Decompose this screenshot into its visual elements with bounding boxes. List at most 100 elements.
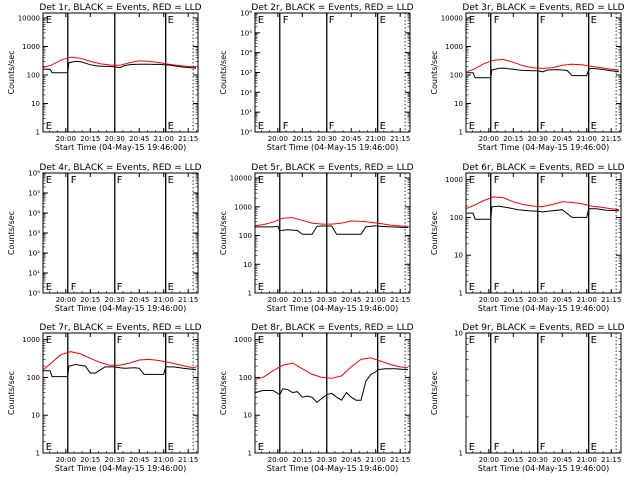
panel-2-ytick-label-2: 10² bbox=[240, 89, 252, 97]
panel-3-flag-bottom-1: F bbox=[494, 121, 500, 132]
panel-2-flag-bottom-1: F bbox=[283, 121, 289, 132]
panel-3-flag-3: E bbox=[591, 15, 597, 26]
panel-4-title: Det 4r, BLACK = Events, RED = LLD bbox=[39, 163, 201, 173]
panel-2-flag-1: F bbox=[283, 15, 289, 26]
panel-6-series-events bbox=[466, 205, 620, 220]
panel-5-flag-bottom-1: E bbox=[380, 282, 386, 293]
panel-2-ytick-label-0: 10⁰ bbox=[240, 129, 252, 137]
panel-4-flag-2: F bbox=[117, 175, 123, 186]
panel-1-ytick-label-1: 10 bbox=[31, 100, 40, 108]
panel-4-flag-bottom-0: E bbox=[46, 282, 52, 293]
panel-1-ylabel: Counts/sec bbox=[7, 50, 16, 94]
panel-2-xtick-label-1: 20:15 bbox=[292, 135, 312, 143]
panel-3-xtick-label-1: 20:15 bbox=[503, 135, 523, 143]
panel-4-xtick-label-4: 21:00 bbox=[154, 296, 174, 304]
panel-4-xlabel: Start Time (04-May-15 19:46:00) bbox=[55, 304, 186, 313]
panel-4-xtick-label-2: 20:30 bbox=[105, 296, 125, 304]
panel-6-ylabel: Counts/sec bbox=[430, 211, 439, 255]
panel-6-xtick-label-0: 20:00 bbox=[479, 296, 499, 304]
panel-7-flag-2: E bbox=[168, 335, 174, 346]
panel-9-flag-bottom-3: E bbox=[591, 442, 597, 453]
panel-2-flag-3: E bbox=[380, 15, 386, 26]
panel-5: Det 5r, BLACK = Events, RED = LLD 20:00 20… bbox=[219, 163, 414, 313]
panel-9-frame bbox=[465, 332, 622, 454]
panel-1-ytick-label-4: 10000 bbox=[18, 15, 40, 23]
panel-3-xtick-label-4: 21:00 bbox=[577, 135, 597, 143]
panel-5-xtick-label-5: 21:15 bbox=[390, 296, 410, 304]
panel-2-ytick-label-6: 10⁶ bbox=[240, 10, 252, 18]
panel-3-xlabel: Start Time (04-May-15 19:46:00) bbox=[478, 143, 609, 152]
panel-7-series-events bbox=[43, 363, 197, 378]
panel-7-ytick-label-3: 1000 bbox=[22, 336, 40, 344]
panel-9: Det 9r, BLACK = Events, RED = LLD 20:00 20… bbox=[430, 323, 625, 473]
panel-3-series-events bbox=[466, 67, 620, 79]
panel-4-flag-1: F bbox=[71, 175, 77, 186]
panel-9-flag-bottom-2: F bbox=[540, 442, 546, 453]
panel-3-frame bbox=[465, 12, 622, 133]
panel-7-xlabel: Start Time (04-May-15 19:46:00) bbox=[55, 464, 186, 473]
panel-7-xtick-label-0: 20:00 bbox=[56, 456, 76, 464]
panel-7-xtick-label-5: 21:15 bbox=[178, 456, 198, 464]
panel-7-flag-0: E bbox=[46, 335, 52, 346]
panel-6-flag-bottom-1: F bbox=[494, 282, 500, 293]
panel-6-flag-3: E bbox=[591, 175, 597, 186]
panel-5-ytick-label-4: 10000 bbox=[230, 175, 252, 183]
panel-8-flag-1: E bbox=[380, 335, 386, 346]
panel-2-flag-bottom-0: E bbox=[258, 121, 264, 132]
panel-5-xlabel: Start Time (04-May-15 19:46:00) bbox=[267, 304, 398, 313]
panel-3-xtick-label-2: 20:30 bbox=[528, 135, 548, 143]
panel-8-xtick-label-5: 21:15 bbox=[390, 456, 410, 464]
panel-9-xtick-label-0: 20:00 bbox=[479, 456, 499, 464]
panel-2-xtick-label-0: 20:00 bbox=[268, 135, 288, 143]
panel-2-flag-bottom-3: E bbox=[380, 121, 386, 132]
panel-3-ytick-label-3: 1000 bbox=[445, 43, 463, 51]
panel-3-flag-bottom-3: E bbox=[591, 121, 597, 132]
panel-7-ytick-label-1: 10 bbox=[31, 412, 40, 420]
panel-9-xlabel: Start Time (04-May-15 19:46:00) bbox=[478, 464, 609, 473]
panel-9-ytick-label-0: 1 bbox=[459, 450, 463, 458]
panel-9-xtick-label-5: 21:15 bbox=[601, 456, 621, 464]
panel-3-ylabel: Counts/sec bbox=[430, 50, 439, 94]
panel-9-flag-0: E bbox=[469, 335, 475, 346]
panel-4-flag-bottom-1: F bbox=[71, 282, 77, 293]
panel-6-flag-bottom-2: F bbox=[540, 282, 546, 293]
panel-8-ytick-label-0: 1 bbox=[248, 450, 252, 458]
panel-8-xtick-label-3: 20:45 bbox=[341, 456, 361, 464]
panel-5-ytick-label-2: 100 bbox=[239, 232, 252, 240]
panel-3-flag-2: F bbox=[540, 15, 546, 26]
panel-1-xtick-label-3: 20:45 bbox=[129, 135, 149, 143]
panel-6-flag-0: E bbox=[469, 175, 475, 186]
panel-1: Det 1r, BLACK = Events, RED = LLD 20:00 20… bbox=[7, 3, 202, 152]
panel-5-ylabel: Counts/sec bbox=[219, 211, 228, 255]
panel-8-ytick-label-1: 10 bbox=[243, 412, 252, 420]
panel-6-flag-bottom-0: E bbox=[469, 282, 475, 293]
panel-6-title: Det 6r, BLACK = Events, RED = LLD bbox=[462, 163, 624, 173]
panel-4-flag-3: E bbox=[168, 175, 174, 186]
panel-6-frame bbox=[465, 172, 622, 294]
panel-9-xtick-label-2: 20:30 bbox=[528, 456, 548, 464]
panel-9-flag-bottom-0: E bbox=[469, 442, 475, 453]
panel-4-ytick-label-6: 10⁶ bbox=[28, 170, 40, 178]
panel-7-series-lld bbox=[42, 351, 197, 371]
panel-4-ytick-label-2: 10² bbox=[28, 250, 40, 258]
panel-2-flag-2: F bbox=[329, 15, 335, 26]
panel-3-flag-bottom-0: E bbox=[469, 121, 475, 132]
panel-6-xtick-label-1: 20:15 bbox=[503, 296, 523, 304]
panel-3-title: Det 3r, BLACK = Events, RED = LLD bbox=[462, 3, 624, 13]
panel-2-xtick-label-3: 20:45 bbox=[341, 135, 361, 143]
panel-1-xtick-label-2: 20:30 bbox=[105, 135, 125, 143]
panel-1-frame bbox=[42, 12, 199, 133]
panel-8-flag-bottom-0: E bbox=[258, 442, 264, 453]
panel-6-flag-bottom-3: E bbox=[591, 282, 597, 293]
panel-4-flag-bottom-2: F bbox=[117, 282, 123, 293]
panel-4-ylabel: Counts/sec bbox=[7, 211, 16, 255]
panel-5-title: Det 5r, BLACK = Events, RED = LLD bbox=[251, 163, 413, 173]
panel-3-flag-1: F bbox=[494, 15, 500, 26]
panel-4-ytick-label-0: 10⁰ bbox=[28, 290, 40, 298]
panel-2-flag-bottom-2: F bbox=[329, 121, 335, 132]
panel-2: Det 2r, BLACK = Events, RED = LLD 20:00 20… bbox=[219, 3, 414, 152]
panel-9-xtick-label-3: 20:45 bbox=[552, 456, 572, 464]
panel-6-ytick-label-1: 10 bbox=[454, 252, 463, 260]
panel-7-flag-bottom-1: F bbox=[117, 442, 123, 453]
panel-5-ytick-label-1: 10 bbox=[243, 261, 252, 269]
